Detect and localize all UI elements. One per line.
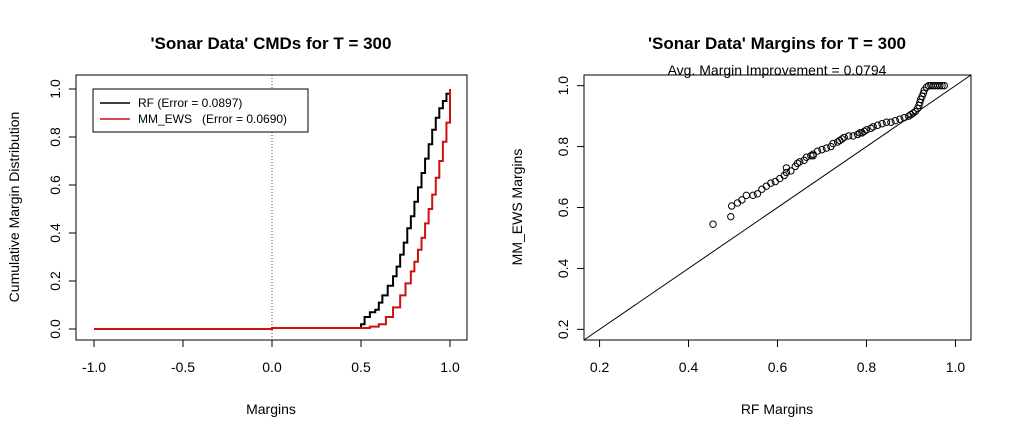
cmd-legend-label-mmews: MM_EWS (Error = 0.0690) [138,112,287,126]
margins-scatter-point [767,179,775,187]
margins-x-axis: 0.2 0.4 0.6 0.8 1.0 [590,339,966,375]
margins-x-tick-label: 1.0 [946,359,966,375]
cmd-x-axis-label: Margins [246,401,296,417]
margins-scatter-point [862,126,871,134]
margins-scatter-point [709,220,717,228]
margins-scatter-point [853,130,862,139]
margins-scatter-point [753,190,762,198]
margins-scatter-point [878,120,886,128]
margins-scatter-point [742,191,751,200]
margins-scatter-point [887,118,895,126]
cmd-y-tick-label: 1.0 [47,79,63,99]
cmd-series-group [94,89,451,330]
cmd-x-tick-label: 0.0 [262,359,282,375]
margins-x-axis-label: RF Margins [741,401,813,417]
cmd-x-tick-label: -0.5 [171,359,195,375]
cmd-y-tick-label: 0.2 [47,271,63,291]
margins-scatter-point [909,109,917,117]
margins-scatter-point [802,153,811,161]
margins-scatter-point [793,159,802,168]
margins-scatter-point [891,116,900,125]
margins-scatter-point [727,202,736,210]
margins-scatter-point [940,81,949,90]
margins-scatter-point [882,118,891,126]
margins-scatter-point [782,168,791,177]
margins-scatter-point [838,135,846,143]
margins-scatter-point [896,115,904,123]
margins-scatter-point [822,144,831,152]
cmd-y-tick-label: 0.6 [47,175,63,195]
margins-scatter-point [919,89,928,97]
cmd-y-axis-label: Cumulative Margin Distribution [6,112,22,303]
margins-x-tick-label: 0.6 [768,359,788,375]
margins-scatter-point [809,152,817,160]
margins-chart-subtitle: Avg. Margin Improvement = 0.0794 [668,62,887,78]
margins-y-tick-label: 0.4 [555,258,571,278]
cmd-chart-title: 'Sonar Data' CMDs for T = 300 [151,34,392,53]
margins-y-axis-label: MM_EWS Margins [509,149,525,266]
margins-scatter-point [733,199,742,207]
margins-scatter-point [900,113,908,122]
margins-scatter-point [771,177,779,186]
margins-chart: 'Sonar Data' Margins for T = 300 Avg. Ma… [509,34,972,417]
margins-scatter-point [840,133,848,142]
margins-x-tick-label: 0.4 [679,359,699,375]
margins-scatter-point [813,147,822,155]
cmd-y-tick-label: 0.8 [47,127,63,147]
margins-scatter-point [856,129,864,137]
margins-scatter-point [762,182,771,190]
margins-x-tick-label: 0.2 [590,359,610,375]
margins-scatter-point [858,129,866,137]
margins-scatter-point [829,139,837,148]
margins-chart-title: 'Sonar Data' Margins for T = 300 [648,34,906,53]
cmd-legend-label-rf: RF (Error = 0.0897) [138,96,242,110]
margins-scatter-point [869,123,877,131]
margins-scatter-point [833,138,842,146]
cmd-x-tick-label: 1.0 [440,359,460,375]
cmd-series-mmews-line [94,89,451,330]
margins-points-group [709,81,949,228]
margins-y-axis: 0.2 0.4 0.6 0.8 1.0 [555,76,585,339]
margins-y-tick-label: 0.6 [555,198,571,218]
margins-x-tick-label: 0.8 [857,359,877,375]
cmd-legend: RF (Error = 0.0897) MM_EWS (Error = 0.06… [92,88,309,133]
margins-scatter-point [873,121,882,129]
margins-identity-line [583,74,972,341]
margins-scatter-point [849,132,857,140]
cmd-x-axis: -1.0 -0.5 0.0 0.5 1.0 [82,339,460,375]
margins-y-tick-label: 0.2 [555,319,571,339]
margins-scatter-point [796,158,804,166]
margins-scatter-point [782,164,791,172]
cmd-y-axis: 0.0 0.2 0.4 0.6 0.8 1.0 [47,79,77,339]
margins-scatter-point [818,145,826,154]
cmd-chart: 'Sonar Data' CMDs for T = 300 -1.0 -0.5 0.… [6,34,468,417]
margins-scatter-point [936,81,944,90]
cmd-y-tick-label: 0.0 [47,319,63,339]
cmd-x-tick-label: -1.0 [82,359,106,375]
margins-scatter-point [860,127,868,136]
margins-scatter-point [776,174,784,183]
margins-scatter-point [938,81,946,90]
margins-scatter-point [867,124,875,133]
margins-scatter-point [807,152,815,160]
margins-scatter-point [836,136,844,145]
cmd-legend-box [92,88,309,133]
margins-scatter-point [922,83,931,91]
margins-y-tick-label: 1.0 [555,76,571,96]
cmd-x-tick-label: 0.5 [351,359,371,375]
margins-scatter-point [738,196,746,204]
margins-y-tick-label: 0.8 [555,137,571,157]
margins-scatter-point [749,191,757,200]
margins-scatter-point [727,212,735,221]
margins-scatter-point [758,185,766,193]
margins-scatter-point [844,132,853,140]
cmd-y-tick-label: 0.4 [47,223,63,243]
cmd-series-rf-line [94,89,451,330]
